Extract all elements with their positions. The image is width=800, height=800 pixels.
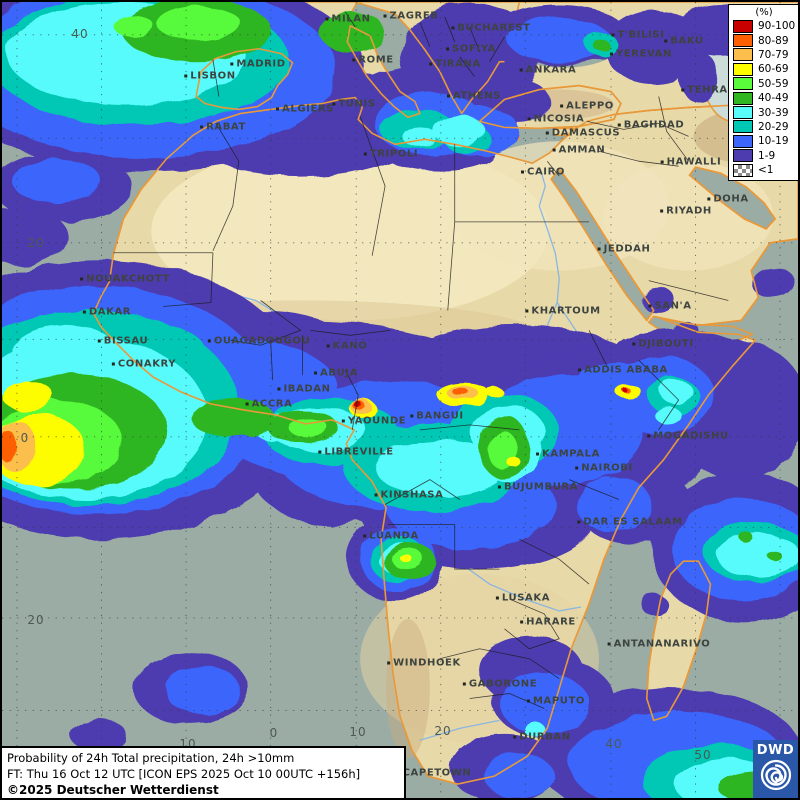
legend-label: 60-69 <box>758 63 789 76</box>
legend-swatch <box>733 120 753 134</box>
legend-swatch <box>733 91 753 105</box>
legend-row: 40-49 <box>729 91 798 105</box>
legend-rows: 90-100 80-89 70-79 60-69 50-59 40-49 30-39 20-2… <box>729 19 798 177</box>
map-info-box: Probability of 24h Total precipitation, … <box>2 746 406 798</box>
precipitation-legend: (%) 90-100 80-89 70-79 60-69 50-59 40-49 30-39… <box>728 4 798 182</box>
legend-label: 70-79 <box>758 48 789 61</box>
legend-label: 50-59 <box>758 77 789 90</box>
legend-label: 80-89 <box>758 34 789 47</box>
legend-swatch <box>733 48 753 62</box>
legend-label: 40-49 <box>758 92 789 105</box>
legend-swatch <box>733 134 753 148</box>
legend-label: 90-100 <box>758 20 796 33</box>
legend-row: 60-69 <box>729 62 798 76</box>
legend-swatch <box>733 34 753 48</box>
legend-row: 1-9 <box>729 149 798 163</box>
legend-row: <1 <box>729 163 798 177</box>
legend-row: 90-100 <box>729 19 798 33</box>
dwd-spiral-icon <box>760 759 791 791</box>
legend-swatch <box>733 62 753 76</box>
legend-swatch <box>733 163 753 177</box>
legend-swatch <box>733 106 753 120</box>
precip-90-100 <box>353 388 629 408</box>
legend-row: 80-89 <box>729 33 798 48</box>
footer-product-line: Probability of 24h Total precipitation, … <box>7 751 295 765</box>
legend-row: 10-19 <box>729 134 798 148</box>
coastlines <box>92 13 798 785</box>
legend-swatch <box>733 77 753 91</box>
legend-label: 30-39 <box>758 106 789 119</box>
legend-row: 70-79 <box>729 48 798 62</box>
legend-row: 50-59 <box>729 77 798 91</box>
footer-forecast-line: FT: Thu 16 Oct 12 UTC [ICON EPS 2025 Oct… <box>7 767 361 781</box>
dwd-logo: DWD <box>753 740 798 798</box>
legend-swatch <box>733 19 753 33</box>
legend-label: 20-29 <box>758 120 789 133</box>
legend-label: 10-19 <box>758 135 789 148</box>
footer-copyright-line: ©2025 Deutscher Wetterdienst <box>7 783 219 797</box>
legend-label: <1 <box>758 164 774 177</box>
dwd-logo-text: DWD <box>756 743 795 758</box>
legend-row: 30-39 <box>729 105 798 120</box>
legend-title: (%) <box>755 7 773 18</box>
country-borders <box>113 11 729 709</box>
legend-label: 1-9 <box>758 149 776 162</box>
legend-row: 20-29 <box>729 120 798 134</box>
legend-swatch <box>733 149 753 163</box>
